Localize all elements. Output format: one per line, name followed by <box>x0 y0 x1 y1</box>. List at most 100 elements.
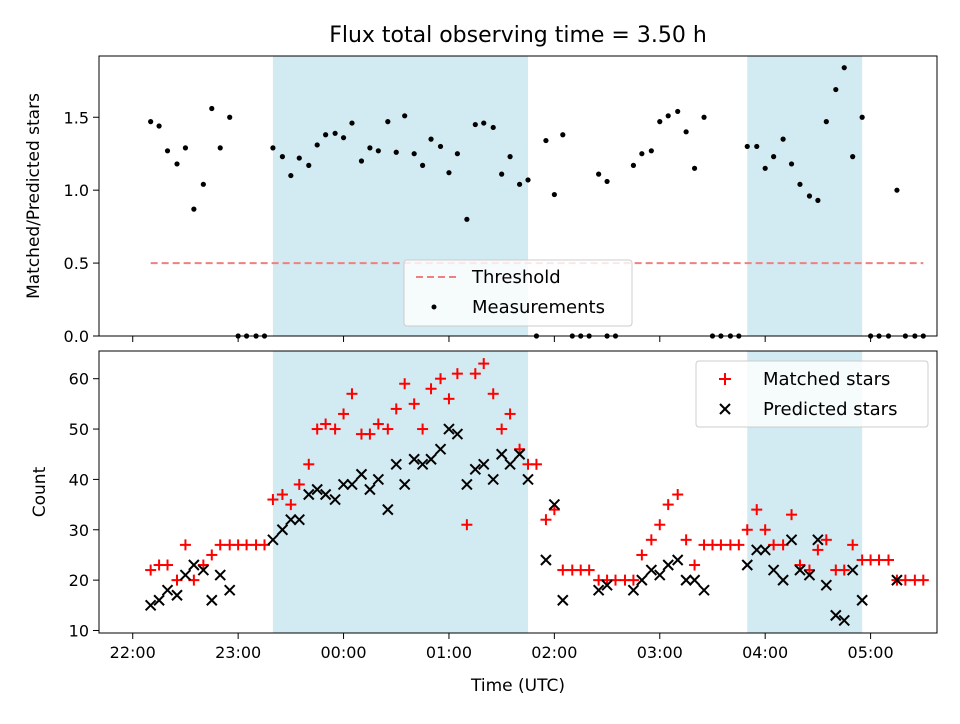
predicted-star-point <box>364 483 376 496</box>
matched-star-point <box>627 574 639 586</box>
measurement-point <box>543 137 549 144</box>
matched-star-point <box>338 408 350 420</box>
matched-star-point <box>276 489 288 501</box>
measurement-point <box>833 86 839 93</box>
predicted-star-point <box>214 569 226 581</box>
predicted-star-point <box>179 569 192 581</box>
measurement-point <box>296 155 302 161</box>
matched-star-point <box>293 478 305 490</box>
measurement-point <box>604 178 610 185</box>
measurement-point <box>182 145 189 151</box>
measurement-point <box>525 177 531 183</box>
y-tick-label: 20 <box>69 571 89 590</box>
measurement-point <box>841 65 847 71</box>
bottom-y-ticks: 10 20 30 40 50 60 <box>69 370 99 640</box>
predicted-star-point <box>319 488 332 501</box>
top-legend-box <box>403 259 633 327</box>
matched-star-point <box>214 539 226 551</box>
measurement-point <box>797 181 803 187</box>
legend-predicted-label: Predicted stars <box>763 399 897 420</box>
matched-star-point <box>267 494 279 506</box>
predicted-star-point <box>443 423 455 435</box>
measurement-point <box>850 154 856 160</box>
measurement-point <box>648 148 654 154</box>
matched-star-point <box>680 534 692 546</box>
x-tick-label: 05:00 <box>848 643 894 662</box>
predicted-star-point <box>337 478 350 491</box>
top-y-axis-label: Matched/Predicted stars <box>24 93 44 299</box>
predicted-star-point <box>777 574 789 586</box>
measurement-points <box>148 65 926 339</box>
predicted-star-point <box>645 564 658 576</box>
measurement-point <box>771 154 777 160</box>
predicted-star-point <box>161 584 174 596</box>
matched-star-point <box>883 554 895 566</box>
predicted-star-point <box>303 488 315 501</box>
predicted-star-point <box>153 594 165 606</box>
predicted-star-point <box>671 554 684 566</box>
bottom-y-axis-label: Count <box>30 466 50 517</box>
predicted-star-point <box>495 448 508 460</box>
x-tick-label: 01:00 <box>426 643 472 662</box>
matched-star-point <box>382 423 394 435</box>
matched-star-point <box>399 378 411 390</box>
predicted-star-point <box>759 544 771 556</box>
predicted-star-point <box>688 574 701 586</box>
predicted-star-point <box>698 584 710 596</box>
matched-star-point <box>759 524 771 536</box>
measurement-point <box>209 105 215 112</box>
measurement-point <box>288 172 294 179</box>
predicted-star-point <box>856 594 868 606</box>
matched-star-point <box>469 368 481 380</box>
measurement-point <box>894 187 900 193</box>
count-panel: 10 20 30 40 50 60 22:00 23:00 00:00 01:00 02:00 03… <box>30 350 938 696</box>
measurement-point <box>754 143 760 150</box>
measurement-point <box>174 161 180 167</box>
matched-star-point <box>504 408 516 420</box>
predicted-star-point <box>382 503 394 516</box>
x-tick-label: 03:00 <box>637 643 683 662</box>
measurement-point <box>402 113 408 119</box>
measurement-point <box>420 162 426 168</box>
measurement-point <box>437 143 444 150</box>
count-points <box>144 358 929 627</box>
measurement-point <box>385 119 391 125</box>
predicted-star-point <box>408 453 420 465</box>
matched-star-point <box>662 499 674 511</box>
top-legend: Threshold Measurements <box>403 259 633 327</box>
measurement-point <box>516 181 523 187</box>
matched-star-point <box>241 539 253 551</box>
measurement-point <box>560 132 566 138</box>
measurement-point <box>481 120 487 126</box>
measurement-point <box>780 136 786 142</box>
predicted-star-point <box>741 559 753 571</box>
predicted-star-point <box>188 559 200 571</box>
predicted-star-point <box>285 513 297 526</box>
predicted-star-point <box>171 589 183 601</box>
matched-star-point <box>372 418 384 430</box>
measurement-point <box>164 148 171 154</box>
predicted-star-point <box>487 473 499 486</box>
chart-title: Flux total observing time = 3.50 h <box>329 23 707 48</box>
predicted-star-point <box>751 544 763 556</box>
legend-measurement-marker <box>431 304 437 310</box>
predicted-star-point <box>601 579 613 591</box>
top-y-ticks: 0.0 0.5 1.0 1.5 <box>64 108 99 346</box>
predicted-star-point <box>767 564 780 576</box>
predicted-star-point <box>425 453 437 465</box>
predicted-star-point <box>372 473 385 486</box>
y-tick-label: 1.5 <box>64 108 89 127</box>
y-tick-label: 0.0 <box>64 327 89 346</box>
y-tick-label: 30 <box>69 521 89 540</box>
matched-star-point <box>636 549 648 561</box>
predicted-star-point <box>197 564 210 576</box>
predicted-star-point <box>355 468 368 481</box>
measurement-point <box>762 165 768 171</box>
measurement-point <box>630 162 637 168</box>
predicted-star-point <box>557 594 569 606</box>
measurement-point <box>683 129 689 135</box>
measurement-point <box>464 216 470 222</box>
matched-star-point <box>741 524 753 536</box>
matched-star-point <box>847 539 859 551</box>
